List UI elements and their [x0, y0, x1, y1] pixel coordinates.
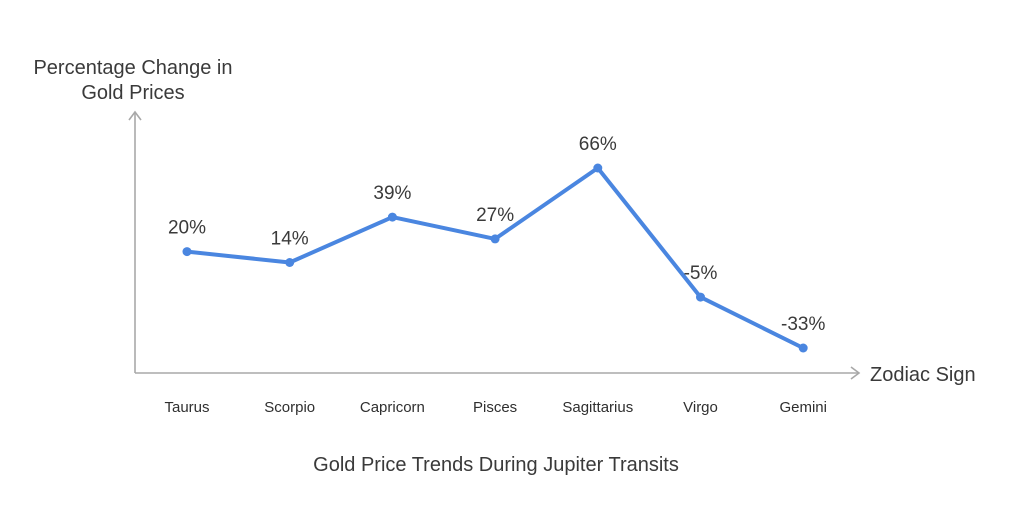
series-line: 20% 14% 39% 27% 66% -5% -33%: [168, 134, 825, 353]
data-point-pisces: [490, 234, 500, 244]
data-label-pisces: 27%: [476, 205, 514, 226]
data-point-capricorn: [387, 212, 397, 222]
x-tick-labels: Taurus Scorpio Capricorn Pisces Sagittarius V…: [164, 399, 826, 416]
x-axis-label: Zodiac Sign: [870, 364, 976, 386]
y-axis-label-line-2: Gold Prices: [81, 82, 184, 104]
data-point-gemini: [798, 343, 808, 353]
x-tick-label-capricorn: Capricorn: [360, 399, 425, 416]
chart-caption: Gold Price Trends During Jupiter Transit…: [313, 454, 679, 476]
y-axis-label-line-1: Percentage Change in: [33, 57, 232, 79]
data-label-capricorn: 39%: [373, 183, 411, 204]
x-axis-arrow: [850, 366, 861, 380]
data-point-taurus: [182, 247, 192, 257]
x-tick-label-taurus: Taurus: [164, 399, 209, 416]
x-tick-label-scorpio: Scorpio: [264, 399, 315, 416]
x-tick-label-gemini: Gemini: [779, 399, 827, 416]
data-point-sagittarius: [593, 163, 603, 173]
data-label-scorpio: 14%: [271, 229, 309, 250]
data-label-sagittarius: 66%: [579, 134, 617, 155]
data-label-gemini: -33%: [781, 314, 825, 335]
data-label-taurus: 20%: [168, 218, 206, 239]
data-point-virgo: [696, 292, 705, 302]
x-tick-label-virgo: Virgo: [683, 399, 718, 416]
y-axis-arrow: [128, 110, 142, 121]
x-tick-label-pisces: Pisces: [473, 399, 517, 416]
x-tick-label-sagittarius: Sagittarius: [562, 399, 633, 416]
series-polyline: [185, 166, 806, 350]
data-label-virgo: -5%: [684, 263, 718, 284]
data-point-scorpio: [285, 258, 295, 267]
